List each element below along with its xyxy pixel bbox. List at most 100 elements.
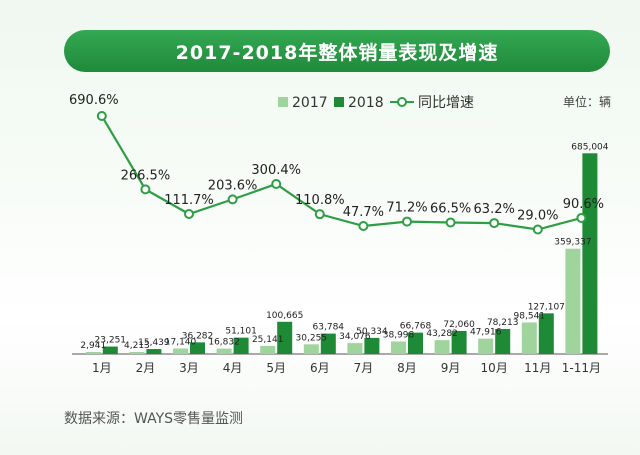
- growth-point-4: [227, 194, 238, 205]
- growth-point-9: [445, 217, 456, 228]
- category-label-5: 5月: [266, 361, 286, 375]
- bar-label-2017-11: 98,541: [514, 311, 546, 321]
- source-note: 数据来源：WAYS零售量监测: [64, 411, 244, 427]
- category-label-11: 11月: [524, 361, 551, 375]
- category-label-7: 7月: [354, 361, 374, 375]
- category-label-4: 4月: [223, 361, 243, 375]
- bar-2018-8: [408, 332, 423, 354]
- bar-label-2018-10: 78,213: [487, 318, 519, 328]
- title-banner: 2017-2018年整体销量表现及增速: [64, 30, 610, 72]
- growth-line: [100, 115, 582, 231]
- bars-group: [85, 153, 598, 354]
- legend-marker-growth: [397, 97, 407, 107]
- category-label-9: 9月: [441, 361, 461, 375]
- growth-point-1: [96, 111, 107, 121]
- bar-labels-group: 2,94123,2514,21315,43917,14036,28216,832…: [80, 142, 608, 351]
- growth-point-2: [140, 184, 151, 195]
- bar-label-2018-9: 72,060: [443, 320, 475, 330]
- bar-label-2017-10: 47,916: [470, 328, 502, 338]
- bar-2018-12: [582, 153, 598, 354]
- bar-label-2017-2: 4,213: [124, 341, 150, 351]
- bar-2017-11: [521, 322, 537, 354]
- bar-2018-5: [277, 321, 293, 354]
- legend-label-2017: 2017: [292, 95, 328, 111]
- growth-label-2: 266.5%: [121, 168, 171, 183]
- bar-2017-4: [216, 348, 232, 354]
- bar-label-2018-4: 51,101: [225, 327, 257, 337]
- growth-point-7: [358, 221, 369, 231]
- bar-2018-10: [495, 328, 511, 354]
- growth-label-11: 29.0%: [517, 209, 558, 224]
- bar-label-2018-5: 100,665: [266, 311, 303, 321]
- bar-2018-3: [190, 342, 205, 354]
- bar-label-2017-5: 25,141: [252, 335, 284, 345]
- bar-label-2018-6: 63,784: [313, 323, 345, 333]
- bar-label-2018-1: 23,251: [95, 336, 127, 346]
- growth-label-9: 66.5%: [430, 201, 471, 216]
- growth-point-10: [489, 218, 500, 229]
- bar-label-2018-11: 127,107: [528, 302, 565, 312]
- bar-label-2018-12: 685,004: [571, 142, 608, 152]
- category-label-6: 6月: [310, 361, 330, 375]
- growth-label-10: 63.2%: [474, 202, 515, 217]
- growth-point-5: [271, 179, 282, 189]
- growth-label-1: 690.6%: [69, 93, 119, 108]
- growth-label-4: 203.6%: [208, 178, 258, 193]
- bar-2017-10: [478, 338, 494, 354]
- bar-2018-9: [451, 330, 467, 354]
- growth-label-8: 71.2%: [386, 201, 427, 216]
- growth-label-5: 300.4%: [251, 163, 301, 178]
- category-label-3: 3月: [179, 361, 199, 375]
- bar-2017-1: [85, 352, 101, 354]
- bar-label-2017-8: 38,998: [383, 331, 415, 341]
- bar-label-2018-7: 50,334: [356, 327, 388, 337]
- legend: 2017 2018 同比增速: [278, 95, 474, 111]
- category-label-1: 1月: [92, 361, 112, 375]
- bar-2017-6: [303, 344, 319, 354]
- bar-2017-8: [391, 341, 406, 354]
- bar-2017-5: [260, 345, 276, 354]
- bar-2017-3: [173, 348, 188, 354]
- bar-label-2017-12: 359,337: [554, 238, 591, 248]
- legend-label-growth: 同比增速: [418, 95, 474, 111]
- bar-2017-9: [434, 340, 450, 354]
- category-label-2: 2月: [136, 361, 156, 375]
- growth-label-12: 90.6%: [563, 197, 604, 212]
- bar-label-2017-3: 17,140: [165, 338, 197, 348]
- growth-label-6: 110.8%: [295, 193, 345, 208]
- bar-2018-7: [364, 337, 380, 354]
- bar-label-2018-8: 66,768: [400, 322, 432, 332]
- bar-label-2017-1: 2,941: [80, 341, 106, 351]
- bar-2017-7: [347, 343, 363, 354]
- bar-label-2018-2: 15,439: [138, 338, 170, 348]
- bar-2018-1: [102, 346, 118, 354]
- bar-label-2017-9: 43,282: [426, 329, 458, 339]
- bar-2018-2: [146, 349, 162, 354]
- category-label-10: 10月: [481, 361, 508, 375]
- unit-label: 单位：辆: [563, 94, 611, 109]
- growth-line-group: 690.6% 266.5% 111.7%203.6%300.4% 110.8%47.7…: [69, 93, 604, 235]
- bar-2018-6: [320, 333, 336, 354]
- growth-label-7: 47.7%: [343, 205, 384, 220]
- legend-label-2018: 2018: [348, 95, 384, 111]
- bar-2017-2: [129, 352, 145, 354]
- category-label-12: 1-11月: [562, 361, 601, 375]
- growth-point-12: [576, 212, 587, 223]
- bar-label-2017-4: 16,832: [208, 338, 240, 348]
- growth-point-8: [402, 216, 412, 227]
- category-label-8: 8月: [397, 361, 417, 375]
- bar-label-2018-3: 36,282: [182, 331, 214, 341]
- growth-point-6: [314, 209, 325, 220]
- bar-2017-12: [565, 248, 581, 354]
- chart-title: 2017-2018年整体销量表现及增速: [175, 41, 499, 64]
- growth-point-11: [532, 224, 543, 235]
- growth-point-3: [184, 209, 194, 219]
- category-labels-group: 1月 2月 3月 4月 5月 6月 7月 8月 9月 10月 11月 1-11月: [92, 361, 601, 375]
- bar-label-2017-6: 30,255: [296, 333, 328, 343]
- legend-swatch-2017: [278, 97, 288, 107]
- bar-label-2017-7: 34,076: [339, 332, 371, 342]
- bar-2018-11: [538, 313, 554, 354]
- legend-swatch-2018: [334, 97, 344, 107]
